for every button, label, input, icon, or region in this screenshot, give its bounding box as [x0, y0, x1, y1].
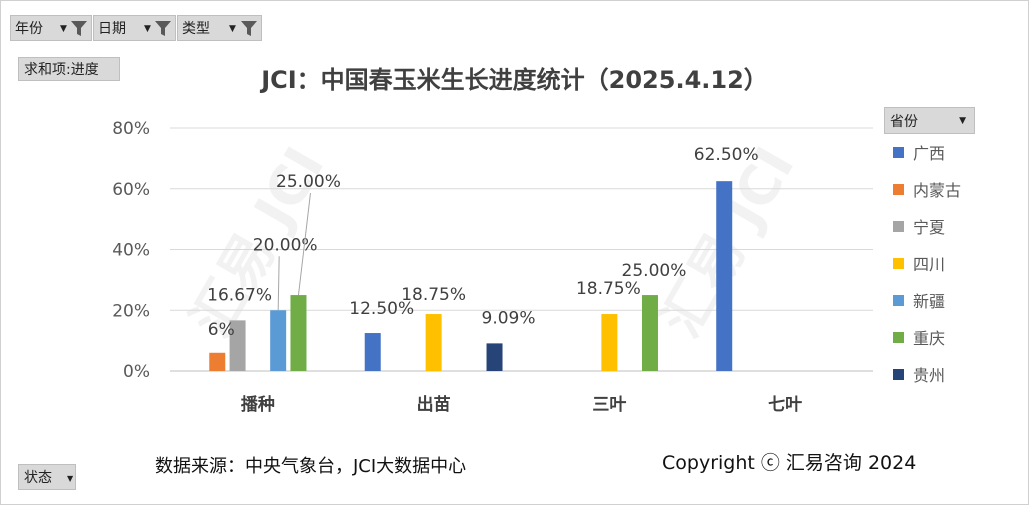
- data-label: 62.50%: [694, 145, 759, 165]
- legend-label: 贵州: [913, 366, 946, 385]
- legend-label: 重庆: [913, 329, 946, 348]
- legend-label: 广西: [913, 144, 946, 163]
- bar-宁夏-播种: [229, 320, 246, 371]
- filter-date-label: 日期: [98, 21, 126, 37]
- legend-swatch: [893, 294, 904, 306]
- data-label: 25.00%: [622, 261, 687, 281]
- leader-line: [297, 193, 311, 296]
- x-category-label: 七叶: [768, 395, 802, 415]
- bar-贵州-出苗: [486, 343, 503, 371]
- legend-swatch: [893, 331, 904, 343]
- data-source-note: 数据来源：中央气象台，JCI大数据中心: [155, 456, 467, 477]
- legend-swatch: [893, 257, 904, 269]
- status-field-label: 状态: [24, 470, 52, 486]
- filter-icon: [155, 21, 171, 36]
- data-label: 16.67%: [207, 285, 272, 305]
- bar-内蒙古-播种: [209, 352, 226, 371]
- y-tick-label: 20%: [112, 301, 150, 321]
- copyright-note: Copyright ⓒ 汇易咨询 2024: [662, 452, 917, 474]
- bar-重庆-三叶: [641, 295, 658, 371]
- bar-重庆-播种: [290, 295, 307, 371]
- filter-type-button[interactable]: 类型 ▼: [177, 15, 262, 41]
- legend-label: 新疆: [913, 292, 946, 311]
- bar-广西-出苗: [364, 333, 381, 371]
- filter-year-button[interactable]: 年份 ▼: [10, 15, 92, 41]
- chevron-down-icon: ▼: [67, 474, 74, 483]
- legend-item: 广西: [893, 142, 946, 163]
- legend-swatch: [893, 220, 904, 232]
- value-field-button[interactable]: 求和项:进度: [18, 57, 120, 81]
- filter-year-label: 年份: [15, 21, 43, 37]
- legend-label: 宁夏: [913, 218, 946, 237]
- chart-title: JCI：中国春玉米生长进度统计（2025.4.12）: [261, 66, 768, 94]
- data-label: 18.75%: [401, 285, 466, 305]
- legend-swatch: [893, 146, 904, 158]
- x-category-label: 三叶: [592, 395, 626, 415]
- bar-新疆-播种: [270, 310, 287, 371]
- legend-label: 内蒙古: [913, 181, 962, 200]
- legend-label: 四川: [913, 255, 946, 274]
- legend-swatch: [893, 368, 904, 380]
- chevron-down-icon: ▼: [229, 24, 236, 34]
- filter-icon: [71, 21, 87, 36]
- data-label: 25.00%: [276, 172, 341, 192]
- x-category-label: 播种: [241, 394, 275, 415]
- status-field-button[interactable]: 状态 ▼: [18, 464, 76, 490]
- bar-四川-出苗: [425, 314, 442, 371]
- data-label: 20.00%: [253, 235, 318, 255]
- chevron-down-icon: ▼: [144, 24, 151, 34]
- legend-item: 重庆: [893, 327, 946, 348]
- data-label: 12.50%: [349, 299, 414, 319]
- filter-date-button[interactable]: 日期 ▼: [93, 15, 176, 41]
- y-tick-label: 60%: [112, 180, 150, 200]
- legend-item: 新疆: [893, 290, 946, 311]
- filter-icon: [241, 21, 257, 36]
- data-label: 18.75%: [576, 279, 641, 299]
- legend-item: 宁夏: [893, 216, 946, 237]
- chevron-down-icon: ▼: [60, 24, 67, 34]
- x-category-label: 出苗: [417, 394, 451, 415]
- data-label: 6%: [208, 320, 235, 340]
- data-label: 9.09%: [482, 308, 536, 328]
- value-field-label: 求和项:进度: [24, 62, 99, 78]
- legend-item: 内蒙古: [893, 179, 962, 200]
- legend-item: 四川: [893, 253, 946, 274]
- chevron-down-icon: ▼: [959, 115, 966, 126]
- legend-item: 贵州: [893, 364, 946, 385]
- bar-四川-三叶: [601, 314, 618, 371]
- y-tick-label: 0%: [123, 362, 150, 382]
- bar-广西-七叶: [716, 181, 733, 371]
- y-tick-label: 80%: [112, 119, 150, 139]
- y-tick-label: 40%: [112, 241, 150, 261]
- legend-swatch: [893, 183, 904, 195]
- legend-header-label: 省份: [890, 113, 918, 130]
- leader-line: [277, 256, 280, 311]
- legend-province-dropdown[interactable]: 省份 ▼: [884, 107, 975, 134]
- filter-type-label: 类型: [182, 21, 210, 37]
